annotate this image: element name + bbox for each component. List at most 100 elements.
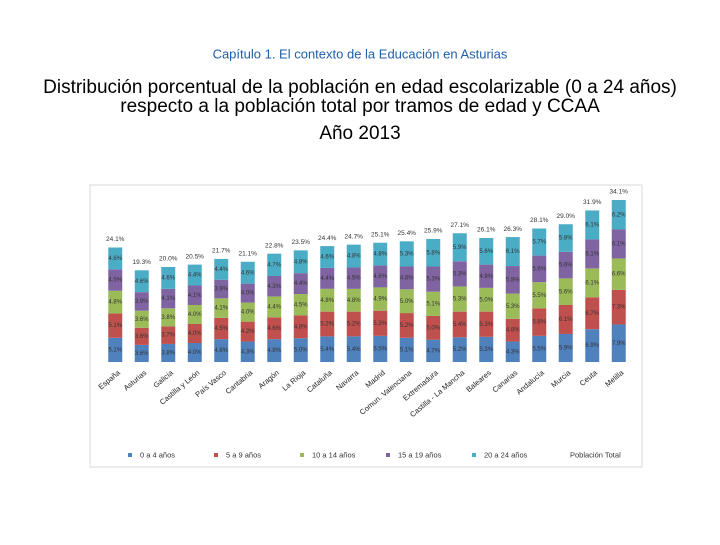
segment-label: 4.1% [214, 306, 228, 312]
total-label: 19.3% [133, 259, 152, 266]
segment-label: 5.4% [347, 347, 361, 353]
segment-label: 3.8% [161, 315, 175, 321]
total-label: 20.0% [159, 256, 178, 263]
total-label: 25.1% [371, 231, 390, 238]
bar-segment [505, 266, 520, 294]
bar-segment [399, 241, 414, 267]
segment-label: 5.4% [453, 322, 467, 328]
segment-label: 3.7% [161, 333, 175, 339]
total-label: 23.5% [292, 239, 311, 246]
segment-label: 4.6% [320, 255, 334, 261]
bar-segment [611, 229, 626, 259]
legend-swatch [300, 453, 304, 457]
segment-label: 4.9% [479, 274, 493, 280]
segment-label: 4.6% [135, 279, 149, 285]
segment-label: 4.8% [320, 298, 334, 304]
segment-label: 6.6% [612, 272, 626, 278]
segment-label: 4.8% [214, 348, 228, 354]
chart-frame [89, 184, 643, 468]
segment-label: 4.0% [241, 291, 255, 297]
chart-subtitle: Año 2013 [319, 123, 400, 144]
bar-segment [240, 341, 255, 362]
segment-label: 5.5% [532, 293, 546, 299]
legend-swatch [214, 453, 218, 457]
legend-label: 5 a 9 años [226, 450, 261, 459]
bar-segment [214, 258, 229, 280]
segment-label: 4.4% [294, 281, 308, 287]
segment-label: 6.1% [506, 249, 520, 255]
segment-label: 7.9% [612, 341, 626, 347]
legend-swatch [472, 453, 476, 457]
chart-title: Distribución porcentual de la población … [43, 77, 677, 117]
bar-segment [346, 288, 361, 312]
bar-segment [187, 264, 202, 286]
total-label: 26.3% [504, 226, 523, 233]
segment-label: 4.0% [188, 350, 202, 356]
segment-label: 4.8% [267, 348, 281, 354]
total-label: 20.5% [186, 253, 205, 260]
segment-label: 5.5% [532, 347, 546, 353]
bar-segment [585, 210, 600, 240]
bar-segment [240, 261, 255, 284]
legend-label: 20 a 24 años [484, 450, 528, 459]
bar-segment [611, 324, 626, 362]
legend-swatch [386, 453, 390, 457]
bar-segment [293, 273, 308, 295]
total-label: 25.9% [424, 228, 443, 235]
bar-segment [320, 336, 335, 362]
bar-segment [108, 313, 123, 338]
segment-label: 6.7% [585, 311, 599, 317]
bar-segment [558, 224, 573, 252]
bar-segment [214, 298, 229, 318]
total-label: 24.7% [345, 233, 364, 240]
segment-label: 6.1% [559, 317, 573, 323]
total-label: 34.1% [610, 189, 629, 196]
segment-label: 6.1% [585, 251, 599, 257]
segment-label: 4.1% [161, 296, 175, 302]
segment-label: 4.5% [294, 302, 308, 308]
segment-label: 6.9% [585, 343, 599, 349]
segment-label: 5.5% [373, 347, 387, 353]
segment-label: 4.6% [241, 270, 255, 276]
segment-label: 5.0% [426, 325, 440, 331]
legend-label: 10 a 14 años [312, 450, 356, 459]
bar-segment [611, 289, 626, 325]
segment-label: 4.0% [188, 331, 202, 337]
bar-segment [505, 318, 520, 342]
bar-segment [532, 282, 547, 309]
bar-segment [134, 344, 149, 362]
bar-segment [134, 270, 149, 293]
segment-label: 6.1% [585, 280, 599, 286]
segment-label: 5.9% [453, 245, 467, 251]
bar-segment [532, 308, 547, 336]
segment-label: 5.0% [479, 297, 493, 303]
segment-label: 5.4% [320, 347, 334, 353]
bar-segment [373, 287, 388, 311]
segment-label: 5.7% [532, 240, 546, 246]
bar-segment [558, 304, 573, 334]
segment-label: 4.0% [188, 312, 202, 318]
bar-segment [585, 268, 600, 298]
bar-segment [399, 289, 414, 314]
bar-segment [505, 341, 520, 362]
segment-label: 5.8% [559, 236, 573, 242]
segment-label: 5.3% [479, 347, 493, 353]
bar-segment [479, 336, 494, 362]
bar-segment [161, 288, 176, 309]
segment-label: 4.4% [214, 267, 228, 273]
bar-segment [161, 343, 176, 362]
segment-label: 5.6% [559, 289, 573, 295]
segment-label: 5.3% [373, 321, 387, 327]
bar-segment [187, 323, 202, 343]
bar-segment [267, 253, 282, 277]
bar-segment [267, 339, 282, 362]
bar-segment [240, 302, 255, 322]
segment-label: 5.2% [453, 347, 467, 353]
bar-segment [558, 333, 573, 362]
bar-segment [532, 335, 547, 362]
bar-segment [267, 317, 282, 340]
bar-segment [320, 288, 335, 312]
segment-label: 5.1% [108, 323, 122, 329]
bar-segment [532, 228, 547, 256]
segment-label: 4.7% [426, 348, 440, 354]
